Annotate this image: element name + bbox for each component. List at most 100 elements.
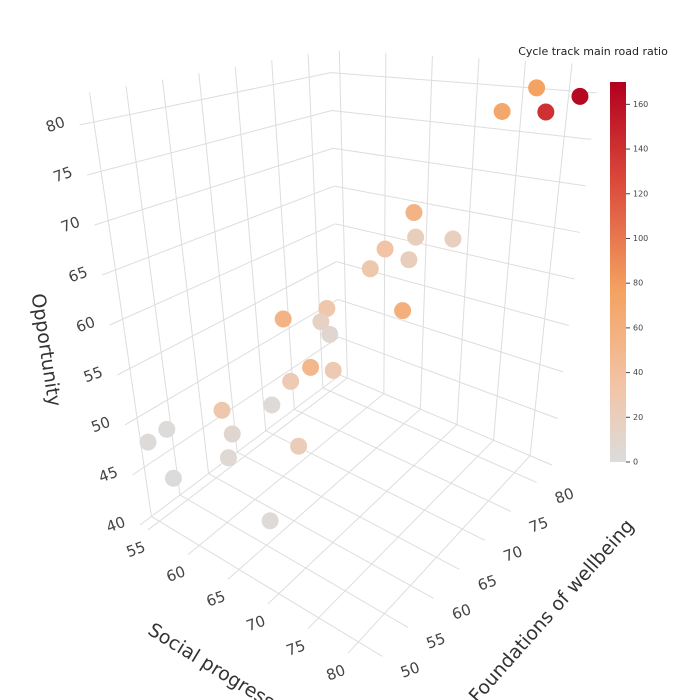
grid-line [236,451,460,570]
grid-line [335,223,575,280]
grid-line [338,50,348,379]
grid-line [334,185,580,233]
z-tick-label: 45 [96,463,120,486]
z-tick-label: 65 [66,263,90,286]
grid-line [234,66,267,431]
grid-line [332,147,586,187]
grid-line [89,92,152,517]
colorbar-tick-label: 100 [633,234,648,243]
point [290,437,308,455]
point [263,396,281,414]
point [361,260,379,278]
point [493,102,511,120]
colorbar-tick-label: 0 [633,458,638,467]
grid-line [331,109,592,140]
grid-line [187,393,385,555]
point [400,251,418,269]
point [405,203,423,221]
grid-line [339,374,553,466]
grid-line [347,455,531,654]
grid-line [307,439,494,629]
z-tick-label: 70 [58,213,82,236]
colorbar-tick-label: 140 [633,145,648,154]
point [376,240,394,258]
grid-line [109,223,336,326]
colorbar-tick-label: 40 [633,368,643,377]
y-tick-label: 70 [501,542,525,565]
point [302,358,320,376]
point [537,103,555,121]
colorbar-tick-label: 120 [633,189,648,198]
y-tick-label: 75 [527,513,551,536]
point [312,313,330,331]
colorbar-title: Cycle track main road ratio [518,45,668,58]
grid-line [94,147,334,226]
point [213,401,231,419]
point [219,449,237,467]
x-tick-label: 55 [124,538,148,561]
y-tick-label: 60 [449,600,473,623]
z-tick-label: 55 [81,363,105,386]
point [394,302,412,320]
grid-line [227,408,421,580]
grid-line [198,73,238,453]
z-tick-label: 60 [74,313,98,336]
grid-line [117,261,337,376]
grid-line [330,72,597,94]
point [164,469,182,487]
grid-line [529,63,573,456]
point [223,425,241,443]
y-tick-label: 80 [552,484,576,507]
grid-line [86,109,332,176]
grid-line [139,374,341,526]
grid-line [322,387,537,483]
grid-line [208,473,434,599]
y-tick-label: 65 [475,571,499,594]
x-tick-label: 65 [204,587,228,610]
colorbar-tick-label: 60 [633,323,643,332]
point [571,87,589,105]
x-tick-label: 60 [164,562,188,585]
z-tick-label: 50 [89,413,113,436]
grid-line [267,424,458,605]
point [261,512,279,530]
point [321,325,339,343]
point [528,79,546,97]
point [274,310,292,328]
grid-line [456,58,480,425]
grid-line [102,185,335,276]
z-axis-title: Opportunity [27,292,66,408]
grid-line [338,336,558,419]
grid-line [151,516,383,657]
colorbar-tick-label: 160 [633,100,648,109]
point [324,361,342,379]
colorbar-tick-label: 80 [633,279,643,288]
x-tick-label: 70 [244,612,268,635]
z-tick-label: 80 [43,113,67,136]
grid-line [79,72,331,126]
grid-line [493,60,527,441]
point [318,299,336,317]
x-tick-label: 75 [284,636,308,659]
grid-line [419,55,433,410]
point [158,420,176,438]
colorbar-tick-label: 20 [633,413,643,422]
y-tick-label: 55 [424,629,448,652]
colorbar [610,82,626,462]
grid-line [161,79,210,474]
x-tick-label: 80 [324,661,348,684]
point [282,372,300,390]
y-tick-label: 50 [398,658,422,681]
grid-line [383,53,387,394]
grid-line [307,53,324,388]
y-axis-title: Foundations of wellbeing [465,515,639,700]
grid-line [271,60,295,410]
grid-line [179,494,409,628]
grid-line [337,298,564,373]
grid-line [294,408,512,512]
grid-line [124,298,338,426]
z-tick-label: 40 [104,513,128,536]
grid-line [147,377,348,531]
